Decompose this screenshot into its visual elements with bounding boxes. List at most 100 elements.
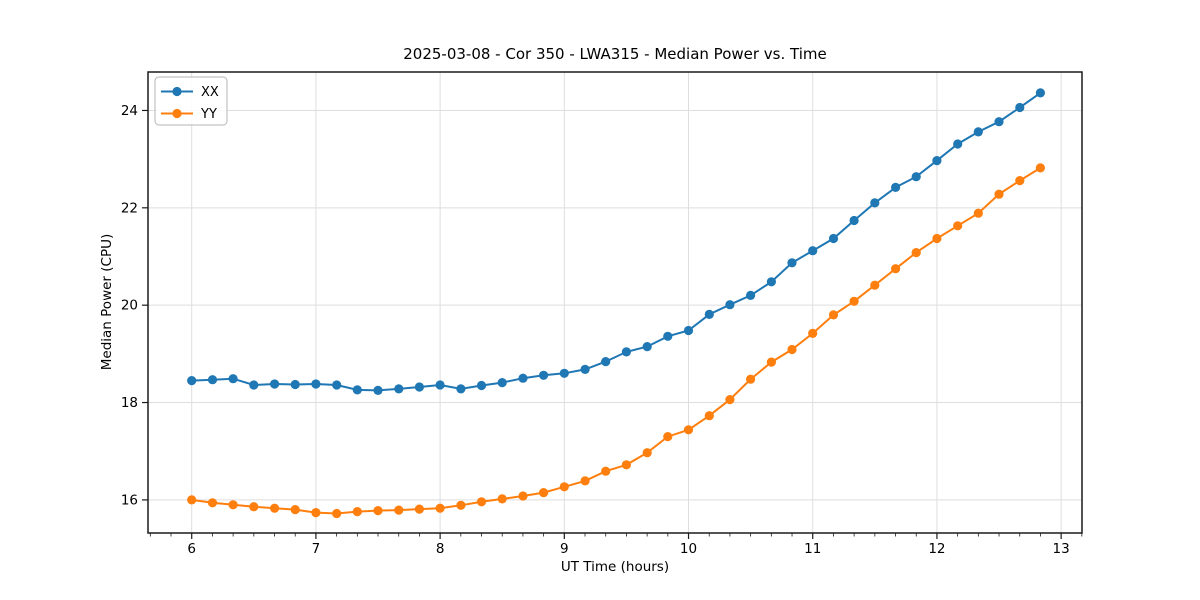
series-marker-xx [187,376,197,386]
series-marker-yy [207,498,218,508]
series-marker-yy [683,425,694,435]
series-marker-xx [1035,88,1045,98]
series-marker-yy [497,494,507,504]
series-marker-xx [725,300,735,310]
series-marker-xx [621,347,632,357]
series-marker-yy [559,482,569,492]
x-tick-label: 12 [928,541,945,557]
series-marker-yy [435,503,445,513]
series-marker-yy [414,504,424,514]
y-tick-label: 24 [121,103,138,119]
y-tick-label: 18 [121,395,138,411]
series-marker-yy [518,491,528,501]
series-marker-yy [228,500,238,510]
series-marker-yy [373,506,383,516]
x-tick-label: 8 [436,541,445,557]
series-marker-yy [870,280,880,290]
series-marker-yy [456,500,466,510]
series-marker-yy [994,189,1004,199]
series-marker-xx [787,258,797,268]
series-marker-xx [663,331,673,341]
series-marker-yy [394,505,404,515]
series-marker-yy [270,503,280,513]
series-marker-xx [911,172,921,182]
series-marker-yy [580,476,590,486]
series-marker-xx [373,385,383,395]
chart-title: 2025-03-08 - Cor 350 - LWA315 - Median P… [403,45,827,63]
x-tick-label: 7 [312,541,321,557]
y-tick-label: 22 [121,200,138,216]
legend-marker-yy [172,108,182,119]
series-marker-yy [539,488,549,498]
legend-label-xx: XX [201,85,219,100]
series-marker-xx [1015,102,1025,113]
series-marker-xx [642,342,652,352]
series-marker-xx [414,382,424,392]
series-marker-xx [539,370,549,380]
series-marker-yy [476,497,487,507]
series-marker-xx [290,379,300,390]
series-marker-xx [249,380,259,390]
series-marker-yy [332,508,342,519]
series-marker-xx [311,379,321,389]
series-marker-yy [601,466,611,476]
series-marker-xx [456,384,466,394]
series-marker-xx [497,378,507,388]
series-marker-xx [849,215,859,226]
series-marker-yy [891,264,901,274]
series-marker-xx [953,139,963,149]
series-marker-xx [518,373,528,383]
series-marker-yy [704,411,714,421]
series-marker-yy [290,505,300,515]
series-marker-xx [932,156,942,166]
x-axis-label: UT Time (hours) [560,559,670,575]
series-marker-yy [932,233,942,244]
series-marker-xx [207,375,218,385]
series-marker-yy [642,448,652,458]
legend-label-yy: YY [200,107,217,122]
series-marker-yy [352,507,362,517]
series-marker-xx [580,364,590,374]
series-marker-xx [870,198,880,208]
series-marker-yy [663,432,673,442]
x-tick-label: 6 [187,541,196,557]
series-marker-xx [228,374,238,384]
y-tick-label: 20 [121,298,138,314]
series-marker-xx [994,117,1004,127]
y-tick-label: 16 [121,492,138,508]
series-marker-xx [601,357,611,367]
series-marker-xx [766,277,777,287]
series-marker-xx [828,233,839,244]
x-tick-label: 10 [680,541,697,557]
series-marker-xx [394,384,404,394]
series-marker-yy [973,208,983,218]
series-marker-xx [704,309,714,319]
series-marker-xx [435,380,445,390]
series-marker-yy [828,310,839,320]
series-marker-yy [953,221,963,231]
series-marker-yy [249,502,259,512]
plot-border [147,71,1083,534]
series-marker-yy [311,507,321,518]
series-marker-yy [849,296,859,306]
series-marker-yy [766,357,777,367]
series-marker-xx [973,127,983,137]
series-marker-xx [559,368,569,378]
y-axis-label: Median Power (CPU) [99,233,115,371]
series-marker-yy [621,460,632,470]
x-tick-label: 9 [560,541,569,557]
series-marker-yy [1035,163,1045,173]
series-marker-xx [352,385,362,395]
series-marker-xx [476,380,487,391]
series-marker-yy [808,328,818,338]
series-marker-xx [808,246,818,256]
series-marker-yy [787,344,797,355]
x-tick-label: 11 [804,541,821,557]
series-marker-xx [746,290,756,300]
plot-background [148,72,1082,533]
series-marker-xx [270,379,280,389]
series-marker-yy [746,374,756,384]
series-marker-yy [1015,176,1025,186]
